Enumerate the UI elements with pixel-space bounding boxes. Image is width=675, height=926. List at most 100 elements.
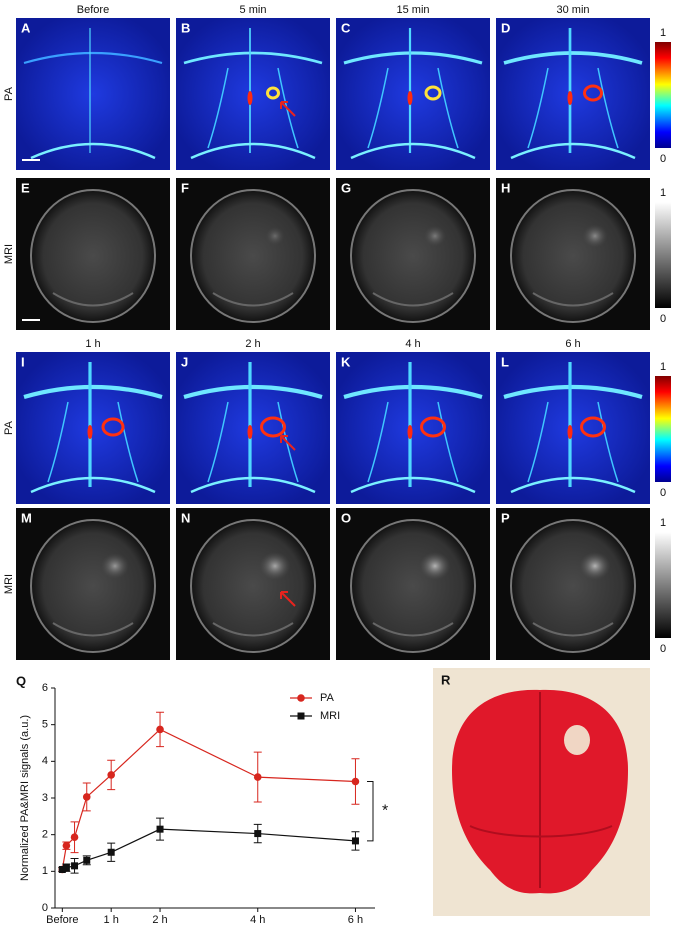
significance-bracket <box>367 781 374 842</box>
series-line <box>61 728 356 870</box>
tumor-signal <box>101 417 125 437</box>
vessel <box>343 51 483 65</box>
brain-mri <box>190 519 316 653</box>
brain-mri <box>190 189 316 323</box>
vessel <box>183 384 323 400</box>
panel-letter: O <box>341 510 351 525</box>
data-point <box>62 841 71 850</box>
vessel-hotspot <box>407 91 413 105</box>
vessel <box>207 67 299 149</box>
pa-image: L <box>496 352 650 504</box>
vessel <box>23 384 163 400</box>
column-title: 15 min <box>396 4 429 16</box>
brain-mri <box>350 519 476 653</box>
data-point <box>107 848 115 856</box>
y-axis-title: Normalized PA&MRI signals (a.u.) <box>19 715 31 881</box>
vessel <box>367 67 459 149</box>
data-point <box>107 771 115 779</box>
column-title: 5 min <box>240 4 267 16</box>
vessel <box>183 51 323 65</box>
column-title: 30 min <box>556 4 589 16</box>
panel-letter: G <box>341 180 351 195</box>
tumor-signal <box>580 416 606 438</box>
pa-image: J <box>176 352 330 504</box>
vessel <box>350 142 476 160</box>
mri-image: G <box>336 178 490 330</box>
vessel <box>23 51 163 65</box>
image-background <box>496 352 650 504</box>
panel-letter: D <box>501 20 510 35</box>
pa-image: I <box>16 352 170 504</box>
vessel <box>510 476 636 494</box>
y-tick-label: 5 <box>42 719 48 731</box>
data-point <box>351 837 359 845</box>
image-background <box>496 18 650 170</box>
y-tick-label: 2 <box>42 829 48 841</box>
tumor-signal <box>419 552 451 580</box>
vessel <box>207 401 299 483</box>
y-tick-label: 0 <box>42 902 48 914</box>
row-label: PA <box>3 86 15 101</box>
vessel-hotspot <box>407 425 413 439</box>
vessel <box>367 401 459 483</box>
legend-marker <box>297 694 305 702</box>
image-panels: Before 1 h 5 min 2 h 15 min 4 h 30 min 6 h PA 1 0 A… <box>3 4 671 660</box>
column-title: 2 h <box>245 338 260 350</box>
image-background <box>336 352 490 504</box>
mri-image: F <box>176 178 330 330</box>
cerebellum <box>532 292 614 307</box>
data-point <box>254 830 262 838</box>
colorbar-label: 1 <box>660 187 666 199</box>
brain-mri <box>30 189 156 323</box>
pa-image: A <box>16 18 170 170</box>
panel-letter: Q <box>16 673 26 688</box>
tumor-signal <box>424 225 446 247</box>
panel-letter: J <box>181 354 188 369</box>
cerebellum <box>532 622 614 637</box>
vessel <box>30 142 156 160</box>
tumor-signal <box>582 224 608 248</box>
panel-letter: H <box>501 180 510 195</box>
colorbar-label: 0 <box>660 153 666 165</box>
data-point <box>71 862 79 870</box>
tumor-signal <box>583 84 603 102</box>
panel-letter: R <box>441 672 451 687</box>
panel-letter: M <box>21 510 32 525</box>
tumor-spot <box>564 725 590 755</box>
vessel <box>190 476 316 494</box>
annotation: * <box>382 802 388 819</box>
mri-image: E <box>16 178 170 330</box>
legend-label: PA <box>320 692 335 704</box>
vessel <box>30 476 156 494</box>
x-tick-label: 6 h <box>348 914 363 926</box>
tumor-signal <box>260 416 286 438</box>
brain-mri <box>510 519 636 653</box>
data-point <box>253 773 262 781</box>
cerebellum <box>52 622 134 637</box>
colorbar-label: 0 <box>660 313 666 325</box>
image-background <box>16 18 170 170</box>
panel-letter: E <box>21 180 30 195</box>
mri-image: M <box>16 508 170 660</box>
vessel <box>527 401 619 483</box>
tumor-signal <box>266 86 280 100</box>
panel-letter: I <box>21 354 25 369</box>
y-tick-label: 3 <box>42 792 48 804</box>
pa-image: D <box>496 18 650 170</box>
colorbar-label: 1 <box>660 361 666 373</box>
colorbar-label: 0 <box>660 487 666 499</box>
vessel <box>510 142 636 160</box>
y-tick-label: 1 <box>42 865 48 877</box>
vessel <box>47 401 139 483</box>
brain-mri <box>30 519 156 653</box>
tumor-signal <box>259 552 291 580</box>
data-point <box>83 856 91 864</box>
arrow <box>280 435 296 451</box>
vessel <box>350 476 476 494</box>
data-point <box>62 864 70 872</box>
colorbar-label: 1 <box>660 27 666 39</box>
panel-letter: B <box>181 20 190 35</box>
panel-letter: C <box>341 20 351 35</box>
mri-image: N <box>176 508 330 660</box>
